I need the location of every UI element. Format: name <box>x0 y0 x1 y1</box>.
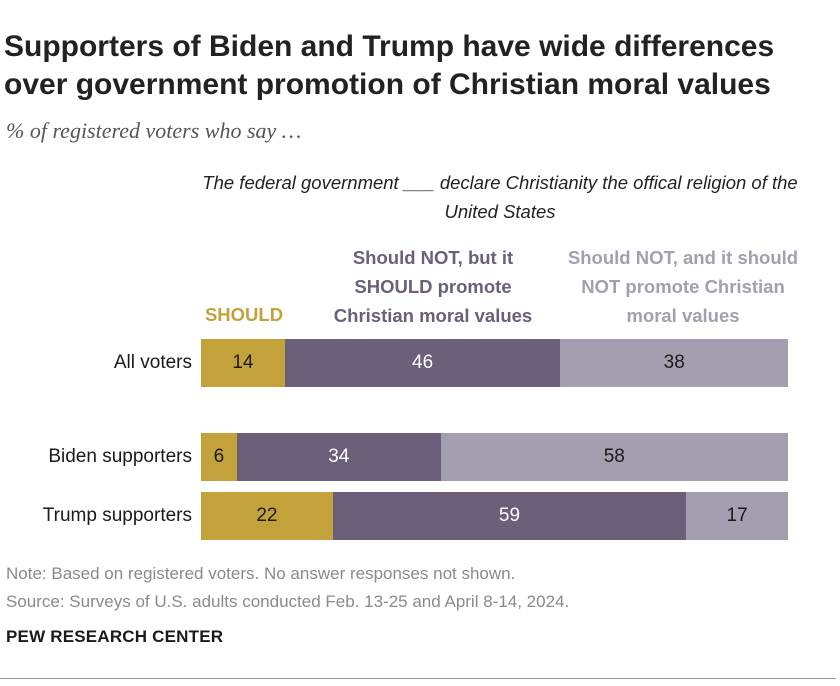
bar-segment-should-not-but-promote: 34 <box>236 433 441 481</box>
data-label: 46 <box>412 352 434 373</box>
data-label: 58 <box>603 446 625 467</box>
row-label-all-voters: All voters <box>113 352 192 373</box>
chart-title: Supporters of Biden and Trump have wide … <box>4 30 775 101</box>
bar-segment-should: 22 <box>201 492 333 540</box>
legend-should: SHOULD <box>204 304 284 325</box>
data-label: 22 <box>256 505 278 526</box>
bottom-divider <box>0 678 836 679</box>
data-label: 17 <box>726 505 748 526</box>
brand-name: PEW RESEARCH CENTER <box>6 627 224 646</box>
chart-subtitle: % of registered voters who say … <box>6 118 302 143</box>
legend-should-not-but-promote: Should NOT, but it SHOULD promote Christ… <box>333 247 533 326</box>
bar-row-biden-supporters: 6 34 58 <box>201 433 800 481</box>
footnote: Note: Based on registered voters. No ans… <box>6 564 516 583</box>
bar-segment-should-not-but-promote: 59 <box>332 492 687 540</box>
chart-question-header: The federal government ___ declare Chris… <box>202 172 798 222</box>
data-label: 38 <box>663 352 685 373</box>
bar-segment-should-not-and-not-promote: 58 <box>440 433 788 481</box>
source-note: Source: Surveys of U.S. adults conducted… <box>6 592 570 611</box>
bar-segment-should: 14 <box>201 339 285 387</box>
data-label: 14 <box>232 352 254 373</box>
data-label: 59 <box>498 505 521 526</box>
legend-should-not-and-not-promote: Should NOT, and it should NOT promote Ch… <box>567 247 799 326</box>
bar-segment-should: 6 <box>201 433 237 481</box>
bar-segment-should-not-and-not-promote: 17 <box>686 492 789 540</box>
row-label-trump-supporters: Trump supporters <box>42 505 192 526</box>
bar-row-trump-supporters: 22 59 17 <box>201 492 800 540</box>
data-label: 6 <box>213 446 225 467</box>
bar-row-all-voters: 14 46 38 <box>201 339 800 387</box>
row-label-biden-supporters: Biden supporters <box>48 446 192 467</box>
data-label: 34 <box>328 446 350 467</box>
bar-segment-should-not-but-promote: 46 <box>284 339 561 387</box>
bar-segment-should-not-and-not-promote: 38 <box>560 339 788 387</box>
